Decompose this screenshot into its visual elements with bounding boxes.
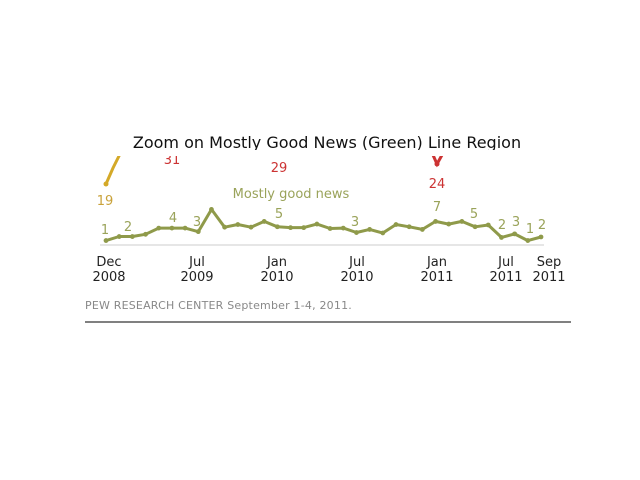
data-point xyxy=(182,225,188,231)
data-point xyxy=(406,224,412,230)
series-line-mostly-good-news xyxy=(105,207,542,243)
x-tick-label: Dec xyxy=(96,255,121,270)
x-tick-label: Jul xyxy=(497,255,514,270)
data-label: 1 xyxy=(101,223,109,238)
data-point xyxy=(261,219,267,224)
data-point xyxy=(301,225,307,231)
data-point xyxy=(340,225,346,231)
data-point xyxy=(459,219,465,224)
data-label: 4 xyxy=(169,211,177,226)
data-label: 3 xyxy=(512,215,520,230)
data-point xyxy=(103,238,109,243)
data-point xyxy=(274,224,280,230)
data-point xyxy=(499,235,504,240)
data-point xyxy=(327,226,333,231)
data-label: 29 xyxy=(271,161,288,176)
data-point xyxy=(288,225,293,231)
x-tick-label: 2009 xyxy=(180,270,213,285)
data-label: 19 xyxy=(97,194,114,209)
data-point xyxy=(209,207,214,212)
data-point xyxy=(485,222,491,228)
data-point xyxy=(354,230,359,235)
series-label-mostly-good-news: Mostly good news xyxy=(233,187,350,202)
x-tick-label: 2010 xyxy=(340,270,373,285)
x-axis-ticks: Dec2008Jul2009Jan2010Jul2010Jan2011Jul20… xyxy=(92,255,565,285)
data-label: 24 xyxy=(429,177,446,192)
data-label: 3 xyxy=(193,215,201,230)
data-point xyxy=(538,234,544,240)
data-point xyxy=(156,225,162,231)
x-tick-label: Jul xyxy=(348,255,365,270)
data-point xyxy=(380,230,386,236)
data-point xyxy=(169,225,175,231)
chart-marks xyxy=(103,153,544,243)
data-label: 3 xyxy=(351,215,359,230)
data-point xyxy=(195,229,201,235)
data-point xyxy=(143,231,148,237)
x-tick-label: Jan xyxy=(266,255,287,270)
x-tick-label: Sep xyxy=(537,255,562,270)
x-tick-label: 2011 xyxy=(420,270,453,285)
source-note: PEW RESEARCH CENTER September 1-4, 2011. xyxy=(85,299,352,312)
data-label: 2 xyxy=(124,220,132,235)
data-label: 1 xyxy=(526,222,534,237)
data-point xyxy=(525,238,531,243)
data-label: 2 xyxy=(538,218,546,233)
data-label: 7 xyxy=(433,200,441,215)
data-point xyxy=(222,224,228,230)
data-point xyxy=(367,227,373,232)
x-tick-label: 2011 xyxy=(532,270,565,285)
data-point xyxy=(512,231,518,237)
data-point xyxy=(314,221,320,227)
data-point xyxy=(419,227,425,232)
data-point xyxy=(235,222,241,227)
x-tick-label: Jan xyxy=(426,255,447,270)
zoom-crop-mask xyxy=(0,150,640,156)
data-point xyxy=(446,221,452,227)
x-tick-label: 2010 xyxy=(260,270,293,285)
data-label: 31 xyxy=(164,153,181,168)
data-point xyxy=(116,234,122,239)
data-label: 5 xyxy=(275,207,283,222)
data-point xyxy=(129,234,135,239)
data-label: 5 xyxy=(470,207,478,222)
data-label: 2 xyxy=(498,218,506,233)
data-point xyxy=(433,219,438,224)
chart-title: Zoom on Mostly Good News (Green) Line Re… xyxy=(133,133,521,152)
data-point xyxy=(248,224,254,230)
series-line-yellow xyxy=(104,153,122,185)
x-tick-label: 2011 xyxy=(489,270,522,285)
x-tick-label: Jul xyxy=(188,255,205,270)
x-tick-label: 2008 xyxy=(92,270,125,285)
series-point-yellow xyxy=(103,181,109,187)
data-point xyxy=(393,222,399,227)
data-point xyxy=(472,224,478,230)
series-point-red xyxy=(434,161,440,167)
